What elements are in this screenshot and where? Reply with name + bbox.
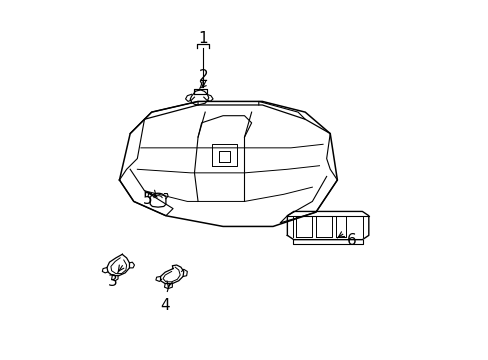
- Text: 5: 5: [143, 192, 153, 207]
- Text: 2: 2: [198, 69, 208, 84]
- Text: 3: 3: [107, 274, 117, 289]
- Text: 4: 4: [160, 298, 170, 313]
- Text: 1: 1: [198, 31, 208, 46]
- Text: 6: 6: [346, 233, 356, 248]
